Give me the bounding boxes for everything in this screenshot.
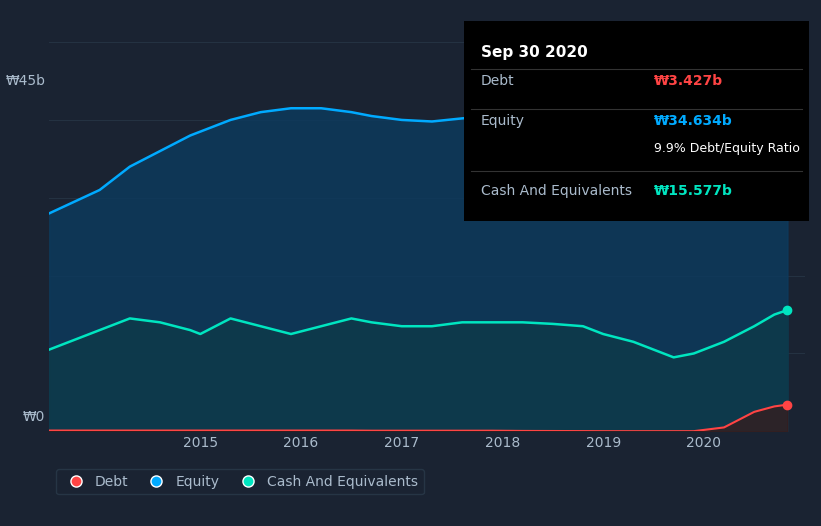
Text: ₩15.577b: ₩15.577b (654, 184, 732, 198)
Text: Sep 30 2020: Sep 30 2020 (481, 45, 588, 60)
Text: ₩45b: ₩45b (6, 74, 45, 88)
Text: Debt: Debt (481, 74, 515, 88)
Text: Cash And Equivalents: Cash And Equivalents (481, 184, 632, 198)
Text: 9.9% Debt/Equity Ratio: 9.9% Debt/Equity Ratio (654, 143, 800, 156)
Text: ₩34.634b: ₩34.634b (654, 114, 732, 128)
Text: ₩3.427b: ₩3.427b (654, 74, 722, 88)
Text: Equity: Equity (481, 114, 525, 128)
Legend: Debt, Equity, Cash And Equivalents: Debt, Equity, Cash And Equivalents (56, 469, 424, 494)
Text: ₩0: ₩0 (23, 410, 45, 423)
